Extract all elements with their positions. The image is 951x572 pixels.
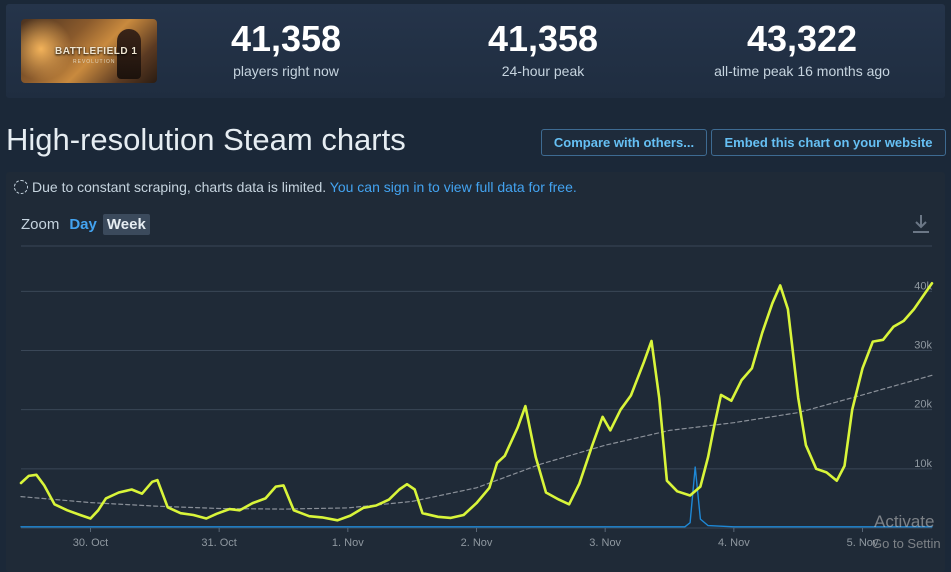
series-line-average [20,374,933,510]
series-line-other [20,466,933,528]
stat-current-label: players right now [233,63,339,79]
x-tick-label: 1. Nov [332,537,364,549]
x-tick-label: 3. Nov [589,537,621,549]
zoom-controls: Zoom Day Week [21,214,150,235]
stat-24h-label: 24-hour peak [501,63,585,79]
loading-spinner-icon [14,180,28,194]
stat-alltime-label: all-time peak 16 months ago [714,63,890,79]
game-logo-text: BATTLEFIELD 1 [55,46,138,57]
x-tick-label: 2. Nov [461,537,493,549]
sign-in-link[interactable]: You can sign in to view full data for fr… [329,179,577,195]
x-tick-label: 4. Nov [718,537,750,549]
y-tick-label: 10k [914,458,932,470]
embed-chart-button[interactable]: Embed this chart on your website [711,129,946,156]
notice-text: Due to constant scraping, charts data is… [32,179,327,195]
download-icon[interactable] [910,213,932,235]
stat-current-value: 41,358 [230,18,342,59]
page-title: High-resolution Steam charts [6,122,406,157]
zoom-week-button[interactable]: Week [102,214,150,235]
compare-button[interactable]: Compare with others... [541,129,707,156]
windows-activation-title: Activate [874,512,935,531]
zoom-day-button[interactable]: Day [69,216,97,233]
y-tick-label: 30k [914,340,932,352]
stat-24h-peak: 41,358 24-hour peak [455,18,631,80]
windows-activation-subtitle: Go to Settin [872,536,941,551]
zoom-label: Zoom [21,216,60,233]
series-line-players [19,282,934,522]
x-tick-label: 5. Nov [847,537,879,549]
y-tick-label: 20k [914,399,932,411]
data-limit-notice: Due to constant scraping, charts data is… [14,179,577,195]
game-thumbnail[interactable]: BATTLEFIELD 1 REVOLUTION [21,19,157,83]
stat-24h-value: 41,358 [487,18,599,59]
x-tick-label: 30. Oct [73,537,108,549]
stats-banner: BATTLEFIELD 1 REVOLUTION 41,358 players … [6,4,945,98]
thumbnail-soldier-figure [117,29,141,79]
x-tick-label: 31. Oct [201,537,236,549]
stat-alltime-value: 43,322 [746,18,858,59]
thumbnail-glow [21,19,81,83]
stat-current-players: 41,358 players right now [198,18,374,80]
stat-alltime-peak: 43,322 all-time peak 16 months ago [686,18,918,80]
game-logo-subtitle: REVOLUTION [73,59,116,65]
